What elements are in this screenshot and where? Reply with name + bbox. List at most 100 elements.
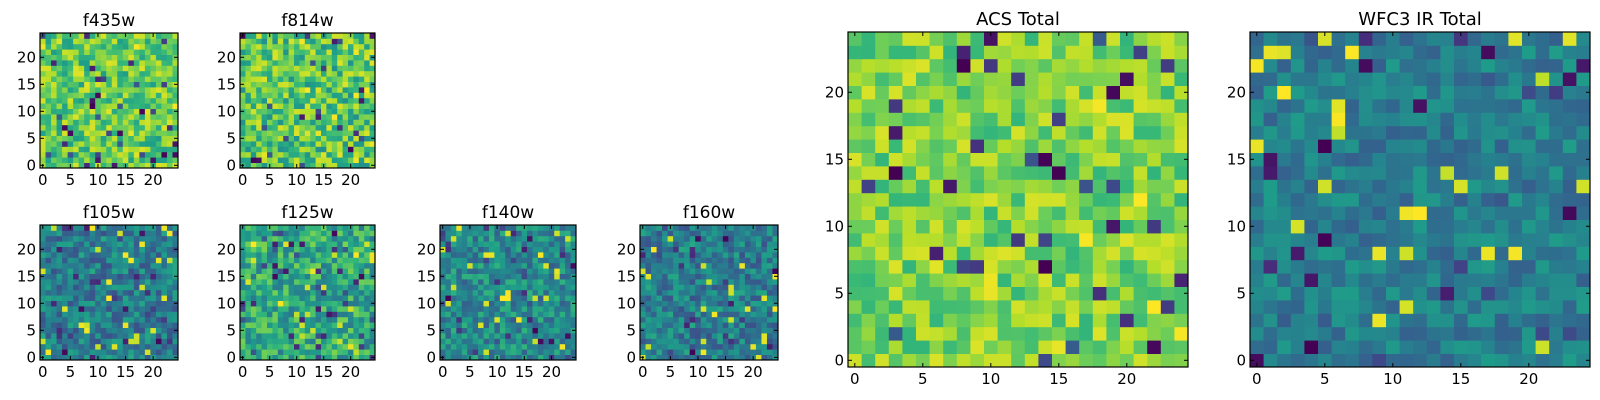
heatmap-cell	[733, 230, 740, 237]
heatmap-cell	[1024, 286, 1039, 301]
heatmap-cell	[461, 235, 468, 242]
heatmap-cell	[288, 295, 295, 301]
heatmap-cell	[1052, 353, 1066, 368]
heatmap-cell	[51, 333, 57, 339]
heatmap-cell	[304, 49, 311, 55]
heatmap-cell	[78, 311, 85, 318]
heatmap-cell	[294, 316, 300, 323]
heatmap-cell	[1174, 340, 1189, 354]
heatmap-cell	[902, 125, 917, 140]
heatmap-cell	[56, 146, 63, 153]
heatmap-cell	[739, 306, 746, 312]
heatmap-cell	[150, 60, 157, 66]
heatmap-cell	[283, 151, 289, 158]
heatmap-cell	[348, 97, 354, 104]
heatmap-cell	[369, 92, 376, 99]
heatmap-cell	[250, 289, 257, 296]
heatmap-cell	[645, 225, 652, 231]
heatmap-cell	[755, 300, 762, 307]
heatmap-cell	[304, 273, 311, 280]
heatmap-cell	[929, 179, 944, 194]
heatmap-cell	[51, 300, 57, 307]
heatmap-cell	[111, 284, 118, 291]
heatmap-cell	[78, 114, 85, 120]
heatmap-cell	[299, 349, 306, 355]
heatmap-cell	[450, 262, 457, 269]
heatmap-cell	[728, 257, 735, 264]
heatmap-cell	[250, 119, 257, 126]
heatmap-cell	[548, 230, 555, 237]
heatmap-cell	[342, 114, 349, 120]
heatmap-cell	[161, 130, 168, 136]
heatmap-cell	[1345, 340, 1360, 354]
heatmap-cell	[40, 316, 46, 323]
heatmap-cell	[548, 311, 555, 318]
heatmap-cell	[667, 327, 674, 334]
heatmap-cell	[117, 70, 124, 77]
heatmap-cell	[40, 343, 46, 350]
heatmap-cell	[155, 235, 162, 242]
heatmap-cell	[656, 246, 663, 253]
heatmap-cell	[250, 141, 257, 147]
heatmap-cell	[111, 135, 118, 142]
heatmap-cell	[499, 338, 506, 345]
heatmap-cell	[84, 273, 91, 280]
heatmap-cell	[706, 284, 713, 291]
heatmap-cell	[272, 246, 279, 253]
heatmap-cell	[261, 268, 268, 274]
heatmap-cell	[483, 279, 490, 285]
heatmap-cell	[310, 279, 316, 285]
heatmap-cell	[299, 338, 306, 345]
heatmap-cell	[689, 338, 696, 345]
heatmap-cell	[695, 230, 702, 237]
heatmap-cell	[358, 130, 365, 136]
heatmap-cell	[106, 60, 113, 66]
heatmap-cell	[554, 343, 561, 350]
heatmap-cell	[662, 241, 668, 247]
heatmap-cell	[166, 262, 173, 269]
heatmap-cell	[261, 225, 268, 231]
heatmap-cell	[472, 349, 479, 355]
heatmap-cell	[570, 252, 577, 258]
heatmap-cell	[348, 54, 354, 61]
heatmap-cell	[172, 349, 179, 355]
heatmap-cell	[1454, 340, 1468, 354]
heatmap-cell	[1024, 219, 1039, 234]
heatmap-cell	[916, 326, 930, 341]
heatmap-cell	[1160, 313, 1175, 328]
heatmap-cell	[95, 43, 102, 50]
heatmap-cell	[95, 268, 102, 274]
heatmap-cell	[1358, 340, 1373, 354]
heatmap-cell	[331, 141, 338, 147]
panel-title: f435w	[83, 11, 135, 31]
heatmap-cell	[478, 316, 484, 323]
heatmap-cell	[326, 268, 333, 274]
heatmap-cell	[888, 45, 903, 60]
heatmap-cell	[166, 38, 173, 45]
heatmap-cell	[315, 343, 322, 350]
heatmap-cell	[902, 353, 917, 368]
heatmap-cell	[326, 343, 333, 350]
heatmap-cell	[172, 141, 179, 147]
heatmap-cell	[733, 279, 740, 285]
heatmap-cell	[494, 284, 501, 291]
heatmap-cell	[133, 354, 140, 361]
heatmap-cell	[288, 81, 295, 88]
heatmap-cell	[122, 38, 129, 45]
heatmap-cell	[95, 38, 102, 45]
heatmap-cell	[331, 43, 338, 50]
heatmap-cell	[369, 235, 376, 242]
heatmap-cell	[902, 206, 917, 220]
heatmap-cell	[67, 124, 74, 131]
heatmap-cell	[695, 300, 702, 307]
heatmap-cell	[106, 273, 113, 280]
heatmap-cell	[326, 124, 333, 131]
heatmap-cell	[1160, 58, 1175, 73]
heatmap-cell	[1106, 166, 1121, 180]
heatmap-cell	[445, 322, 452, 328]
heatmap-cell	[150, 273, 157, 280]
heatmap-cell	[331, 130, 338, 136]
heatmap-cell	[100, 295, 107, 301]
heatmap-cell	[150, 316, 157, 323]
heatmap-cell	[750, 246, 757, 253]
